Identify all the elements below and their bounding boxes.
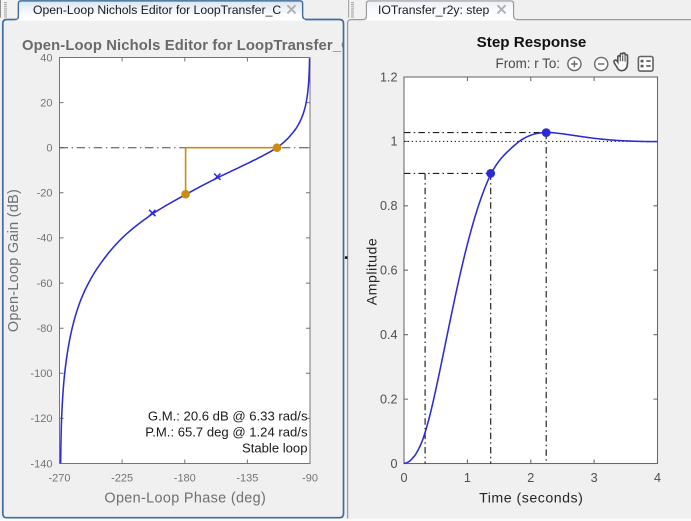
svg-text:40: 40 xyxy=(40,52,52,64)
svg-text:Open-Loop Gain (dB): Open-Loop Gain (dB) xyxy=(6,189,22,332)
svg-text:1.2: 1.2 xyxy=(380,70,398,84)
svg-text:4: 4 xyxy=(654,471,661,485)
svg-text:-225: -225 xyxy=(111,473,133,485)
svg-text:0: 0 xyxy=(390,457,397,471)
svg-text:-135: -135 xyxy=(236,473,258,485)
svg-text:-40: -40 xyxy=(37,233,53,245)
svg-text:3: 3 xyxy=(591,471,598,485)
svg-text:-140: -140 xyxy=(30,458,52,470)
svg-text:0.2: 0.2 xyxy=(380,392,398,406)
svg-text:Time (seconds): Time (seconds) xyxy=(479,491,583,507)
svg-text:Step Response: Step Response xyxy=(477,34,587,51)
svg-text:Open-Loop Nichols Editor for L: Open-Loop Nichols Editor for LoopTransfe… xyxy=(33,3,281,17)
svg-text:From: r To:: From: r To: xyxy=(496,56,560,71)
svg-text:Open-Loop Nichols Editor for L: Open-Loop Nichols Editor for LoopTransfe… xyxy=(22,38,352,54)
svg-text:-120: -120 xyxy=(30,413,52,425)
svg-text:0.8: 0.8 xyxy=(380,199,398,213)
svg-text:Open-Loop Phase (deg): Open-Loop Phase (deg) xyxy=(104,491,266,507)
svg-text:0.6: 0.6 xyxy=(380,264,398,278)
svg-text:Amplitude: Amplitude xyxy=(365,238,381,306)
svg-text:2: 2 xyxy=(527,471,534,485)
svg-text:IOTransfer_r2y: step: IOTransfer_r2y: step xyxy=(378,3,490,17)
svg-text:-90: -90 xyxy=(302,473,318,485)
svg-text:-80: -80 xyxy=(37,323,53,335)
svg-text:G.M.: 20.6 dB @ 6.33 rad/s: G.M.: 20.6 dB @ 6.33 rad/s xyxy=(148,408,308,423)
svg-text:0.4: 0.4 xyxy=(380,328,398,342)
svg-text:-100: -100 xyxy=(30,368,52,380)
svg-text:-180: -180 xyxy=(174,473,196,485)
svg-text:20: 20 xyxy=(40,97,52,109)
svg-text:P.M.: 65.7 deg @ 1.24 rad/s: P.M.: 65.7 deg @ 1.24 rad/s xyxy=(145,424,308,439)
svg-text:0: 0 xyxy=(46,143,52,155)
svg-text:0: 0 xyxy=(400,471,407,485)
svg-text:1: 1 xyxy=(390,135,397,149)
svg-text:Stable loop: Stable loop xyxy=(242,441,308,456)
svg-text:-20: -20 xyxy=(37,188,53,200)
svg-text:-60: -60 xyxy=(37,278,53,290)
svg-text:1: 1 xyxy=(464,471,471,485)
svg-text:-270: -270 xyxy=(48,473,70,485)
